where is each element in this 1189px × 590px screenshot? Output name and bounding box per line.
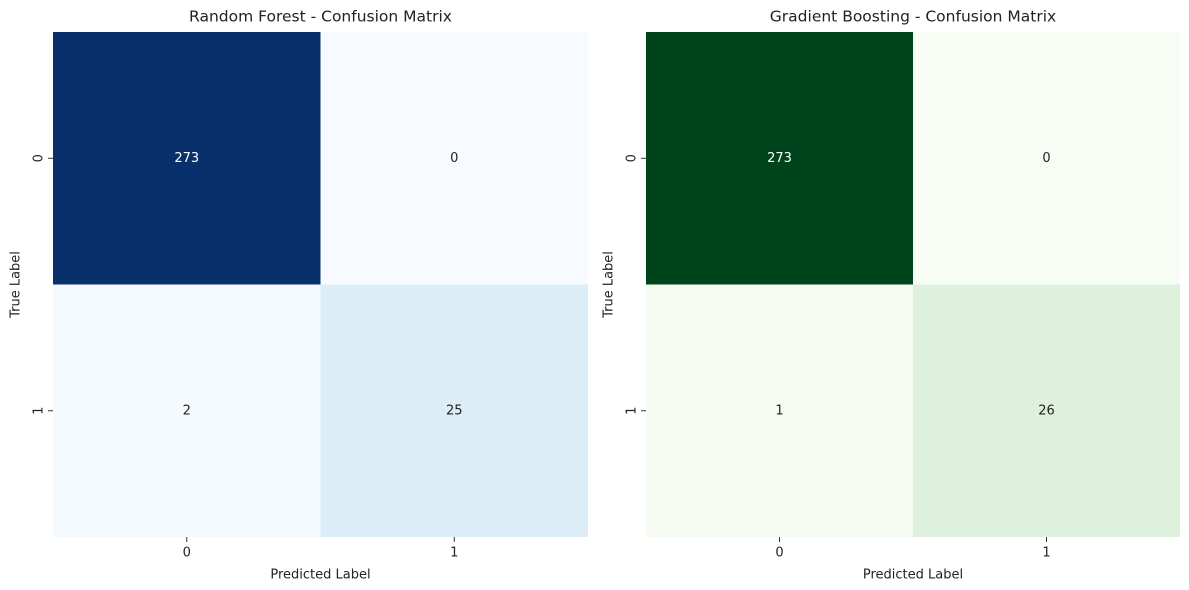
heatmap-panel: 273 0 2 25 Random Forest - Confusion Matrix 0… bbox=[9, 8, 588, 583]
heatmap-cell bbox=[646, 32, 913, 285]
y-axis-label: True Label bbox=[9, 251, 24, 319]
chart-title: Gradient Boosting - Confusion Matrix bbox=[770, 8, 1056, 26]
x-tick-label: 1 bbox=[450, 546, 458, 561]
heatmap-cell bbox=[913, 284, 1180, 537]
heatmap-cell bbox=[53, 32, 321, 285]
y-tick-label: 0 bbox=[32, 154, 47, 162]
y-tick-label: 0 bbox=[625, 154, 640, 162]
x-tick-label: 1 bbox=[1042, 546, 1050, 561]
heatmap-cell bbox=[320, 32, 588, 285]
y-tick-label: 1 bbox=[32, 407, 47, 415]
heatmap-cell bbox=[913, 32, 1180, 285]
heatmap-cell bbox=[320, 284, 588, 537]
cell-value-label: 26 bbox=[1038, 403, 1055, 418]
y-axis-label: True Label bbox=[602, 251, 617, 319]
x-tick-label: 0 bbox=[183, 546, 191, 561]
x-axis-label: Predicted Label bbox=[863, 568, 963, 583]
x-tick-label: 0 bbox=[775, 546, 783, 561]
heatmap-panel: 273 0 1 26 Gradient Boosting - Confusion Mat… bbox=[602, 8, 1180, 583]
cell-value-label: 2 bbox=[183, 403, 191, 418]
y-tick-label: 1 bbox=[625, 407, 640, 415]
cell-value-label: 25 bbox=[446, 403, 463, 418]
heatmap-cell bbox=[53, 284, 321, 537]
x-axis-label: Predicted Label bbox=[270, 568, 370, 583]
cell-value-label: 273 bbox=[767, 151, 792, 166]
cell-value-label: 0 bbox=[450, 151, 458, 166]
cell-value-label: 273 bbox=[174, 151, 199, 166]
cell-value-label: 0 bbox=[1042, 151, 1050, 166]
heatmap-cell bbox=[646, 284, 913, 537]
chart-title: Random Forest - Confusion Matrix bbox=[189, 8, 452, 26]
cell-value-label: 1 bbox=[775, 403, 783, 418]
